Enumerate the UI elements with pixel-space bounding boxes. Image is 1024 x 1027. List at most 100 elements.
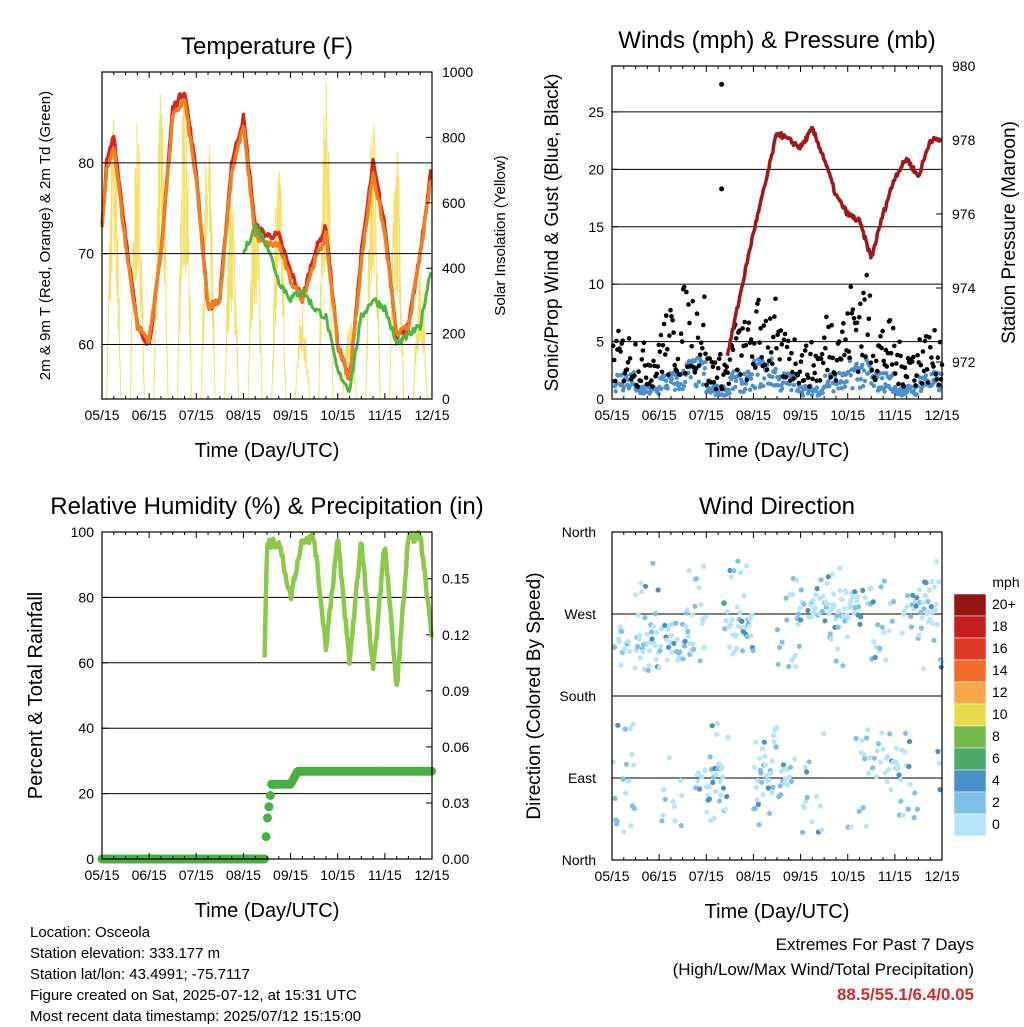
temp-ylabel-right: Solar Insolation (Yellow) xyxy=(492,155,509,315)
wind-speed-point xyxy=(729,377,734,382)
wind-gust-point xyxy=(806,375,811,381)
wind-speed-point xyxy=(752,358,757,363)
dir-point xyxy=(862,756,868,762)
wind-gust-point xyxy=(725,370,730,376)
dir-point xyxy=(805,607,811,614)
dir-point xyxy=(748,633,754,639)
dir-point xyxy=(784,782,791,788)
dir-point xyxy=(686,568,692,574)
wind-gust-point xyxy=(719,186,725,192)
wind-gust-point xyxy=(869,367,875,373)
dir-point xyxy=(829,571,835,577)
wind-speed-point xyxy=(861,383,866,389)
dir-legend-label: 20+ xyxy=(992,596,1016,612)
dir-point xyxy=(759,746,765,752)
wind-gust-point xyxy=(913,383,918,388)
dir-point xyxy=(873,644,879,650)
wind-speed-point xyxy=(631,370,636,375)
wind-ytick-right-label: 976 xyxy=(952,206,976,222)
wind-speed-point xyxy=(748,376,754,381)
wind-gust-point xyxy=(857,315,862,320)
wind-speed-point xyxy=(669,376,674,382)
wind-gust-point xyxy=(735,367,740,373)
dir-point xyxy=(934,621,940,628)
temp-ytick-right-label: 0 xyxy=(442,391,450,407)
dir-point xyxy=(879,730,885,736)
wind-gust-point xyxy=(752,341,757,346)
wind-gust-point xyxy=(753,365,758,371)
wind-gust-point xyxy=(872,377,878,383)
wind-gust-point xyxy=(879,345,884,351)
dir-point xyxy=(806,759,812,765)
wind-ytick-label: 15 xyxy=(588,219,604,235)
wind-speed-point xyxy=(662,373,667,378)
dir-ytick-label: West xyxy=(564,606,596,622)
dir-point xyxy=(885,766,892,773)
rh-xtick-label: 09/15 xyxy=(273,867,308,883)
wind-gust-point xyxy=(910,359,915,364)
wind-gust-point xyxy=(929,355,934,360)
wind-gust-point xyxy=(749,354,755,359)
wind-gust-point xyxy=(912,378,917,383)
dir-point xyxy=(765,785,771,791)
wind-gust-point xyxy=(919,381,925,386)
dir-point xyxy=(658,626,665,632)
wind-gust-point xyxy=(726,381,732,387)
temp-ytick-right-label: 800 xyxy=(442,129,466,145)
dir-point xyxy=(918,625,925,631)
recent-timestamp: Most recent data timestamp: 2025/07/12 1… xyxy=(30,1008,362,1025)
dir-point xyxy=(699,620,705,626)
dir-legend-swatch xyxy=(953,593,987,617)
dir-point xyxy=(702,767,708,773)
dir-point xyxy=(628,823,634,829)
wind-gust-point xyxy=(714,375,720,381)
wind-gust-point xyxy=(848,284,854,290)
wind-gust-point xyxy=(767,316,773,321)
wind-gust-point xyxy=(887,318,893,323)
wind-speed-point xyxy=(755,372,760,377)
wind-gust-point xyxy=(684,289,689,295)
wind-gust-point xyxy=(795,372,800,378)
wind-gust-point xyxy=(789,350,794,356)
dir-point xyxy=(802,804,808,810)
wind-speed-point xyxy=(678,382,683,387)
dir-point xyxy=(904,593,911,599)
dir-point xyxy=(644,631,650,637)
wind-speed-point xyxy=(848,373,853,378)
dir-point xyxy=(813,793,820,800)
wind-ytick-right-label: 980 xyxy=(952,58,976,74)
dir-point xyxy=(680,656,686,662)
wind-gust-point xyxy=(896,381,901,387)
dir-xlabel: Time (Day/UTC) xyxy=(705,901,850,923)
dir-point xyxy=(835,624,841,630)
dir-point xyxy=(804,769,810,775)
dir-legend-label: 4 xyxy=(992,772,1000,788)
wind-gust-point xyxy=(651,358,656,364)
wind-speed-point xyxy=(711,383,716,389)
wind-xtick-label: 12/15 xyxy=(924,407,959,423)
wind-gust-point xyxy=(818,356,824,362)
dir-point xyxy=(699,774,705,780)
wind-gust-point xyxy=(808,351,813,357)
dir-point xyxy=(808,613,814,620)
dir-ytick-label: North xyxy=(562,852,596,868)
wind-xtick-label: 10/15 xyxy=(830,407,865,423)
station-elevation: Station elevation: 333.177 m xyxy=(30,945,221,962)
rh-xtick-label: 07/15 xyxy=(179,867,214,883)
rh-xtick-label: 11/15 xyxy=(368,867,402,883)
dir-point xyxy=(930,620,936,626)
dir-point xyxy=(914,595,920,601)
wind-gust-point xyxy=(853,327,859,333)
wind-gust-point xyxy=(754,309,759,314)
wind-speed-point xyxy=(627,384,632,389)
wind-gust-point xyxy=(618,349,623,354)
wind-gust-point xyxy=(743,343,749,348)
dir-point xyxy=(893,745,899,752)
wind-speed-point xyxy=(677,386,682,392)
dir-point xyxy=(786,664,792,670)
dir-point xyxy=(778,792,784,798)
wind-gust-point xyxy=(838,357,844,362)
dir-point xyxy=(921,606,927,612)
wind-gust-point xyxy=(783,374,789,380)
wind-gust-point xyxy=(770,361,775,367)
